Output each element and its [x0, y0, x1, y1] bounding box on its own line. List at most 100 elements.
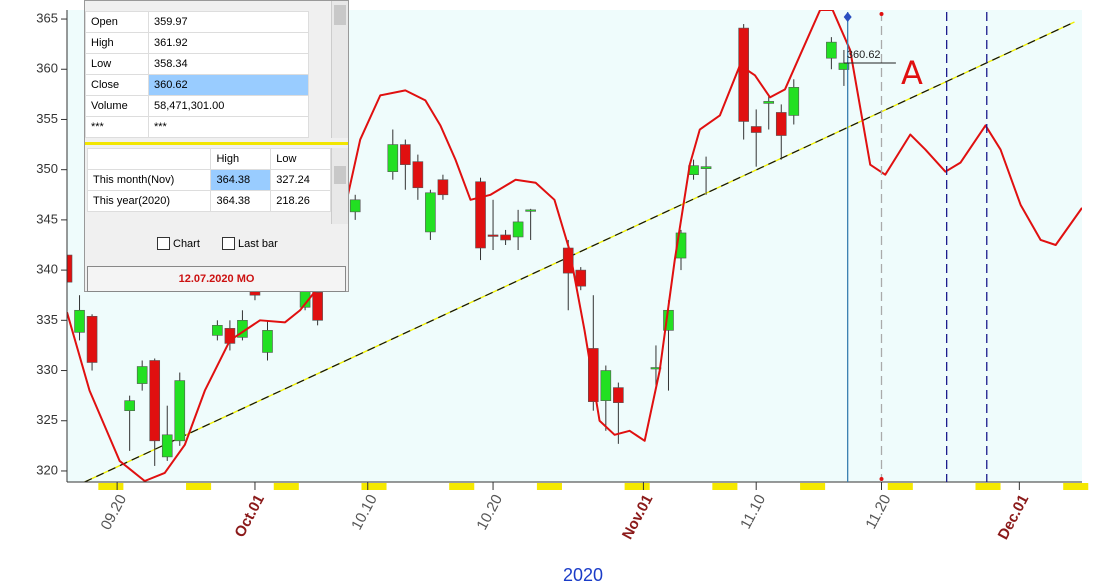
- candle-body: [775, 112, 787, 136]
- candle-body: [161, 434, 173, 458]
- y-tick-label: 325: [36, 412, 58, 427]
- weekend-strip: [1063, 483, 1089, 490]
- candle-body: [387, 144, 399, 172]
- checkbox[interactable]: Chart: [157, 237, 200, 250]
- x-tick-label: 11.10: [737, 492, 769, 532]
- quote-row: *** ***: [85, 116, 309, 138]
- x-tick-label: 10.20: [473, 492, 506, 533]
- quote-row: Low 358.34: [85, 53, 309, 75]
- range-value: 218.26: [270, 190, 331, 212]
- x-tick-label: Oct.01: [231, 492, 268, 540]
- quote-value: 359.97: [148, 11, 309, 33]
- range-label: This year(2020): [86, 190, 212, 212]
- candle-body: [500, 234, 511, 241]
- range-value: 364.38: [210, 190, 272, 212]
- scrollbar[interactable]: [331, 148, 348, 224]
- range-table: High Low This month(Nov) 364.38 327.24 This y…: [86, 148, 331, 212]
- weekend-strip: [361, 483, 387, 490]
- range-label: This month(Nov): [86, 169, 212, 191]
- candle-body: [174, 380, 186, 442]
- candle-body: [763, 101, 775, 104]
- quote-value: 58,471,301.00: [148, 95, 309, 117]
- y-tick-label: 355: [36, 111, 58, 126]
- weekend-strip: [186, 483, 212, 490]
- weekend-strip: [800, 483, 826, 490]
- checkbox[interactable]: Last bar: [222, 237, 278, 250]
- info-panel: Open 359.97 High 361.92 Low 358.34 Close 360.62…: [84, 0, 349, 292]
- candle-body: [575, 269, 587, 287]
- candle-body: [74, 309, 85, 333]
- candle-body: [750, 126, 762, 133]
- quote-row: Volume 58,471,301.00: [85, 95, 309, 117]
- range-header-row: High Low: [86, 148, 331, 170]
- marker-diamond: [843, 12, 852, 22]
- candle-body: [124, 400, 135, 411]
- range-row: This year(2020) 364.38 218.26: [86, 190, 331, 212]
- quote-label: Low: [85, 53, 149, 75]
- weekend-strip: [449, 483, 475, 490]
- range-row: This month(Nov) 364.38 327.24: [86, 169, 331, 191]
- candle-body: [262, 330, 273, 353]
- candle-body: [312, 291, 323, 321]
- y-tick-label: 345: [36, 211, 58, 226]
- quote-label: Volume: [85, 95, 149, 117]
- x-tick-label: Nov.01: [619, 492, 657, 542]
- candle-body: [700, 166, 712, 169]
- candle-body: [788, 87, 800, 116]
- weekend-strip: [887, 483, 913, 490]
- range-corner: [86, 148, 212, 170]
- y-tick-label: 365: [36, 10, 58, 25]
- candle-body: [826, 41, 837, 59]
- candle-body: [412, 161, 424, 189]
- range-header: High: [210, 148, 272, 170]
- quote-label: High: [85, 32, 149, 54]
- plot: [67, 10, 1082, 482]
- x-tick-label: Dec.01: [995, 492, 1033, 543]
- candle-body: [67, 254, 73, 283]
- candle-body: [349, 199, 361, 213]
- candle-body: [212, 325, 223, 336]
- candle-body: [525, 209, 536, 212]
- candle-body: [512, 221, 524, 238]
- candle-body: [136, 366, 148, 384]
- quote-label: ***: [85, 116, 149, 138]
- x-tick-label: 09.20: [98, 492, 131, 533]
- quote-table: Open 359.97 High 361.92 Low 358.34 Close 360.62…: [85, 11, 309, 138]
- candle-body: [149, 360, 161, 442]
- candle-body: [487, 234, 499, 237]
- quote-label: Close: [85, 74, 149, 96]
- curve: [67, 10, 1082, 482]
- range-value: 327.24: [270, 169, 331, 191]
- scrollbar[interactable]: [331, 1, 348, 138]
- candle-body: [675, 232, 687, 259]
- x-axis-label: 2020: [563, 565, 603, 585]
- candle-body: [425, 192, 436, 233]
- quote-row: High 361.92: [85, 32, 309, 54]
- quote-row: Close 360.62: [85, 74, 309, 96]
- weekend-strip: [975, 483, 1001, 490]
- annotation: A: [901, 54, 923, 92]
- y-tick-label: 350: [36, 161, 58, 176]
- range-header: Low: [270, 148, 331, 170]
- divider: [85, 142, 348, 145]
- candle-body: [400, 144, 411, 165]
- candle-body: [437, 179, 449, 196]
- quote-row: Open 359.97: [85, 11, 309, 33]
- quote-value: 360.62: [148, 74, 309, 96]
- candle-body: [475, 181, 486, 249]
- quote-value: 361.92: [148, 32, 309, 54]
- y-tick-label: 320: [36, 462, 58, 477]
- date-bar: 12.07.2020 MO: [87, 266, 346, 292]
- range-value: 364.38: [210, 169, 272, 191]
- checkbox-label: Last bar: [238, 237, 278, 250]
- candle-body: [613, 387, 624, 403]
- weekend-strip: [624, 483, 650, 490]
- weekend-strip: [98, 483, 124, 490]
- weekend-strip: [536, 483, 562, 490]
- x-tick-label: 10.10: [348, 492, 381, 533]
- marker-dot: [879, 477, 884, 481]
- y-tick-label: 330: [36, 362, 58, 377]
- candle-body: [587, 348, 599, 402]
- candle-body: [600, 370, 612, 401]
